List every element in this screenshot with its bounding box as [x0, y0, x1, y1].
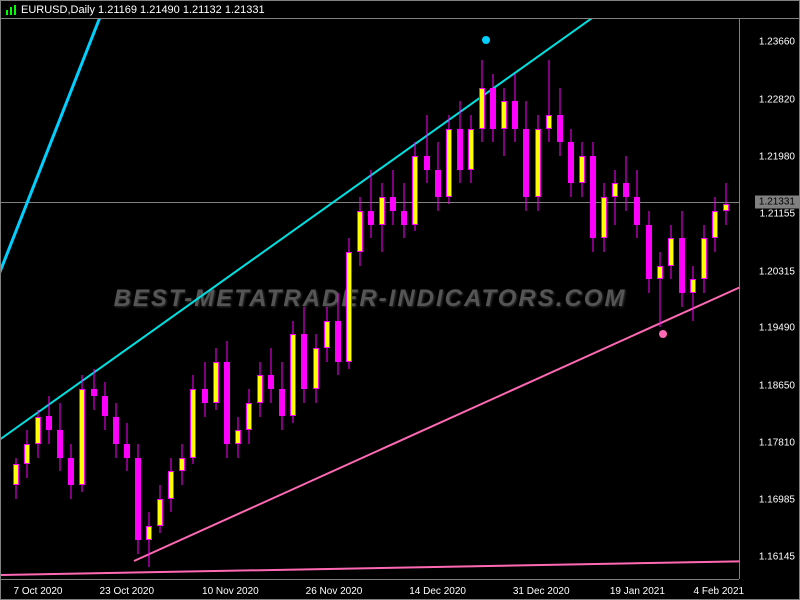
- candle[interactable]: [157, 485, 163, 533]
- chart-title: EURUSD,Daily 1.21169 1.21490 1.21132 1.2…: [21, 4, 265, 16]
- candle[interactable]: [401, 183, 407, 238]
- candle[interactable]: [412, 142, 418, 231]
- candle[interactable]: [601, 183, 607, 252]
- candle[interactable]: [357, 197, 363, 266]
- candle[interactable]: [257, 362, 263, 417]
- candle[interactable]: [490, 74, 496, 143]
- candle[interactable]: [657, 252, 663, 327]
- candle[interactable]: [712, 197, 718, 252]
- candle[interactable]: [501, 88, 507, 157]
- candle[interactable]: [213, 348, 219, 410]
- signal-dot[interactable]: [659, 330, 667, 338]
- candle[interactable]: [535, 115, 541, 211]
- trend-line[interactable]: [1, 560, 739, 576]
- candle[interactable]: [546, 60, 552, 142]
- candle[interactable]: [679, 211, 685, 307]
- current-price-tag: 1.21331: [755, 195, 799, 208]
- candle[interactable]: [479, 60, 485, 142]
- candle[interactable]: [179, 444, 185, 485]
- chart-area[interactable]: BEST-METATRADER-INDICATORS.COM: [1, 19, 739, 579]
- candle[interactable]: [424, 115, 430, 184]
- title-bar: EURUSD,Daily 1.21169 1.21490 1.21132 1.2…: [1, 1, 799, 19]
- candle[interactable]: [124, 423, 130, 471]
- candle[interactable]: [57, 403, 63, 472]
- candle[interactable]: [723, 183, 729, 224]
- x-axis-label: 7 Oct 2020: [14, 586, 63, 597]
- candle[interactable]: [590, 142, 596, 252]
- y-axis-label: 1.19490: [759, 323, 795, 334]
- watermark: BEST-METATRADER-INDICATORS.COM: [114, 285, 627, 313]
- candle[interactable]: [557, 88, 563, 157]
- x-axis-label: 26 Nov 2020: [306, 586, 363, 597]
- x-axis-label: 23 Oct 2020: [100, 586, 154, 597]
- candle[interactable]: [701, 225, 707, 294]
- candle[interactable]: [24, 430, 30, 478]
- candle[interactable]: [79, 375, 85, 492]
- candle[interactable]: [68, 444, 74, 499]
- candle[interactable]: [457, 101, 463, 183]
- candle[interactable]: [390, 170, 396, 225]
- candle[interactable]: [646, 211, 652, 293]
- candle[interactable]: [523, 101, 529, 211]
- candle[interactable]: [113, 403, 119, 458]
- candle[interactable]: [102, 382, 108, 430]
- candle[interactable]: [13, 458, 19, 499]
- candle[interactable]: [268, 348, 274, 403]
- candle[interactable]: [446, 115, 452, 204]
- candle[interactable]: [290, 321, 296, 424]
- candle[interactable]: [579, 142, 585, 197]
- x-axis-label: 10 Nov 2020: [202, 586, 259, 597]
- candle[interactable]: [246, 389, 252, 444]
- x-axis-label: 4 Feb 2021: [693, 586, 744, 597]
- candle[interactable]: [612, 170, 618, 225]
- y-axis-label: 1.23660: [759, 37, 795, 48]
- y-axis-label: 1.17810: [759, 438, 795, 449]
- x-axis-label: 31 Dec 2020: [513, 586, 570, 597]
- candle[interactable]: [35, 410, 41, 458]
- candle[interactable]: [135, 444, 141, 554]
- x-axis-label: 19 Jan 2021: [610, 586, 665, 597]
- candle[interactable]: [335, 293, 341, 375]
- candle[interactable]: [313, 334, 319, 403]
- y-axis-label: 1.16985: [759, 494, 795, 505]
- x-axis: 7 Oct 2020 23 Oct 2020 10 Nov 2020 26 Nov 2…: [1, 579, 739, 599]
- y-axis-label: 1.21155: [760, 208, 795, 219]
- candle[interactable]: [512, 74, 518, 143]
- candle[interactable]: [324, 307, 330, 362]
- candle[interactable]: [346, 238, 352, 368]
- candle[interactable]: [168, 458, 174, 513]
- candle[interactable]: [146, 512, 152, 567]
- candle[interactable]: [91, 369, 97, 410]
- candle[interactable]: [202, 362, 208, 417]
- y-axis: 1.23660 1.22820 1.21980 1.21155 1.20315 1.194…: [739, 19, 799, 579]
- candle[interactable]: [634, 170, 640, 239]
- trend-line[interactable]: [1, 19, 113, 364]
- y-axis-label: 1.21980: [759, 152, 795, 163]
- chart-icon: [5, 4, 17, 16]
- candle[interactable]: [235, 417, 241, 458]
- signal-dot[interactable]: [482, 36, 490, 44]
- candle[interactable]: [46, 396, 52, 444]
- candle[interactable]: [379, 183, 385, 252]
- candle[interactable]: [190, 375, 196, 464]
- candle[interactable]: [568, 129, 574, 198]
- candle[interactable]: [368, 170, 374, 239]
- y-axis-label: 1.16145: [759, 552, 795, 563]
- x-axis-label: 14 Dec 2020: [409, 586, 466, 597]
- candle[interactable]: [224, 341, 230, 458]
- y-axis-label: 1.22820: [759, 94, 795, 105]
- candle[interactable]: [623, 156, 629, 211]
- candle[interactable]: [279, 362, 285, 431]
- candle[interactable]: [468, 115, 474, 184]
- candle[interactable]: [690, 266, 696, 321]
- candle[interactable]: [301, 307, 307, 403]
- candle[interactable]: [668, 225, 674, 280]
- y-axis-label: 1.20315: [759, 266, 795, 277]
- y-axis-label: 1.18650: [759, 380, 795, 391]
- chart-window[interactable]: EURUSD,Daily 1.21169 1.21490 1.21132 1.2…: [0, 0, 800, 600]
- candle[interactable]: [435, 142, 441, 211]
